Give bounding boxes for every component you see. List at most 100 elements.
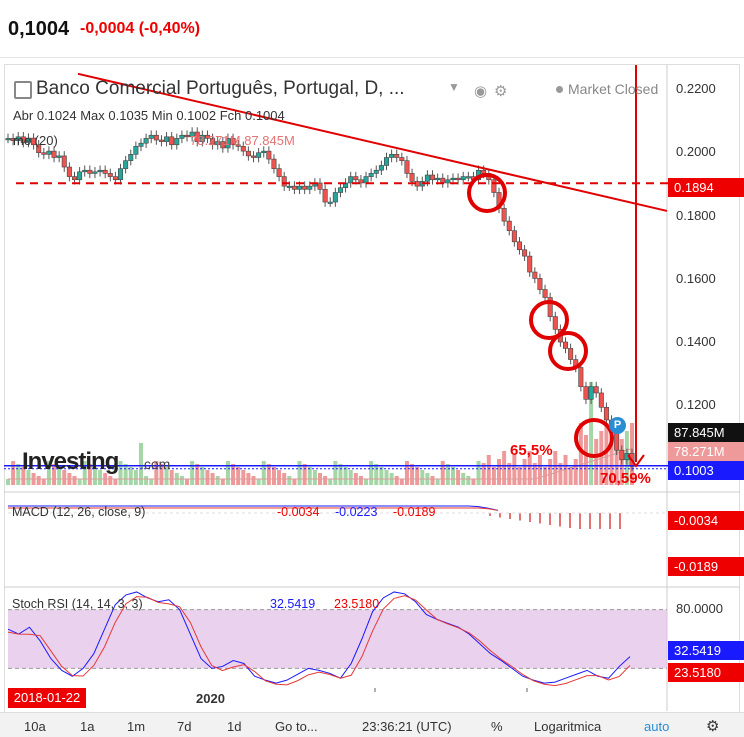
candle [598, 392, 604, 408]
volume-bar [297, 461, 302, 485]
gear-icon[interactable]: ⚙ [494, 83, 508, 100]
candle [383, 157, 389, 166]
candle [363, 176, 369, 184]
candle [404, 160, 410, 174]
chevron-down-icon[interactable]: ▼ [448, 80, 460, 94]
volume-bar [481, 463, 486, 485]
candle [378, 165, 384, 171]
volume-bar [440, 461, 445, 485]
price-tick: 0.1800 [676, 208, 716, 223]
candle [179, 134, 185, 139]
candle [56, 155, 62, 158]
macd-value-1: -0.0034 [277, 505, 320, 519]
price-tick: 0.1600 [676, 271, 716, 286]
last-price-tag: 0.1003 [668, 461, 744, 480]
investing-logo-suffix: .com [140, 456, 171, 472]
event-badge[interactable]: P [609, 417, 626, 434]
volume-bar [57, 467, 62, 485]
stoch-k-tag: 32.5419 [668, 641, 744, 660]
candle [46, 150, 52, 155]
volume-bar [404, 461, 409, 485]
percent-toggle[interactable]: % [491, 719, 503, 734]
volume-bar [394, 476, 399, 485]
candle [225, 138, 231, 149]
macd-tag: -0.0034 [668, 511, 744, 530]
macd-line [8, 505, 499, 511]
candle [51, 150, 57, 158]
candle [271, 158, 277, 169]
volume-bar [21, 467, 26, 485]
candle [578, 367, 584, 387]
volume-bar [190, 461, 195, 485]
candle [358, 179, 364, 184]
auto-scale-toggle[interactable]: auto [644, 719, 670, 734]
volume-bar [563, 455, 568, 485]
volume-bar [307, 467, 312, 485]
volume-bar [144, 476, 149, 485]
volume-bar [118, 461, 123, 485]
volume-bar [583, 435, 588, 485]
range-10y-button[interactable]: 10a [24, 719, 46, 734]
drop-annotation-2: 70,59% [600, 470, 651, 487]
range-1m-button[interactable]: 1m [127, 719, 146, 734]
volume-bar [169, 470, 174, 485]
volume-bar [231, 464, 236, 485]
candle [337, 187, 343, 193]
stoch-rsi-legend[interactable]: Stoch RSI (14, 14, 3, 3) [12, 597, 143, 611]
candle [619, 449, 625, 461]
goto-button[interactable]: Go to... [275, 719, 318, 734]
volume-bar [594, 439, 599, 485]
stoch-tick: 80.0000 [676, 601, 723, 616]
volume-bar [384, 470, 389, 485]
candle [353, 176, 359, 181]
candle [563, 341, 569, 349]
volume-bar [450, 467, 455, 485]
volume-bar [502, 451, 507, 485]
volume-bar [185, 479, 190, 485]
range-1y-button[interactable]: 1a [80, 719, 95, 734]
volume-bar [358, 476, 363, 485]
macd-legend[interactable]: MACD (12, 26, close, 9) [12, 505, 146, 519]
candle [568, 348, 574, 360]
volume-bar [266, 464, 271, 485]
log-scale-toggle[interactable]: Logaritmica [534, 719, 602, 734]
menu-icon[interactable] [14, 81, 32, 99]
candle [102, 169, 108, 174]
candle [71, 176, 77, 181]
eye-icon[interactable]: ◉ [474, 83, 488, 100]
volume-legend[interactable]: me (20) [13, 133, 58, 148]
candle [583, 386, 589, 400]
volume-bar [77, 479, 82, 485]
volume-bar [82, 461, 87, 485]
volume-bar [348, 470, 353, 485]
volume-bar [420, 470, 425, 485]
candle [251, 155, 257, 158]
candle [389, 154, 395, 158]
price-tick: 0.2000 [676, 144, 716, 159]
volume-tag: 87.845M [668, 423, 744, 442]
settings-gear-icon[interactable]: ⚙ [706, 718, 720, 735]
volume-bar [537, 455, 542, 485]
candle [5, 138, 11, 141]
highlight-circle [529, 300, 569, 340]
candle [302, 185, 308, 190]
last-price: 0,1004 [8, 18, 70, 40]
x-axis-year-label: 2020 [196, 691, 225, 706]
candle [158, 139, 164, 142]
candle [204, 134, 210, 139]
candle [31, 137, 37, 146]
candle [164, 136, 170, 142]
candle [169, 136, 175, 146]
candle [603, 406, 609, 421]
range-7d-button[interactable]: 7d [177, 719, 192, 734]
chart-title[interactable]: Banco Comercial Português, Portugal, D, … [36, 78, 405, 99]
volume-bar [62, 470, 67, 485]
candle [194, 131, 200, 142]
candle [307, 185, 313, 190]
stoch-band [8, 609, 667, 669]
candle [123, 160, 129, 169]
candle [20, 136, 26, 143]
range-1d-button[interactable]: 1d [227, 719, 242, 734]
candle [138, 142, 144, 147]
